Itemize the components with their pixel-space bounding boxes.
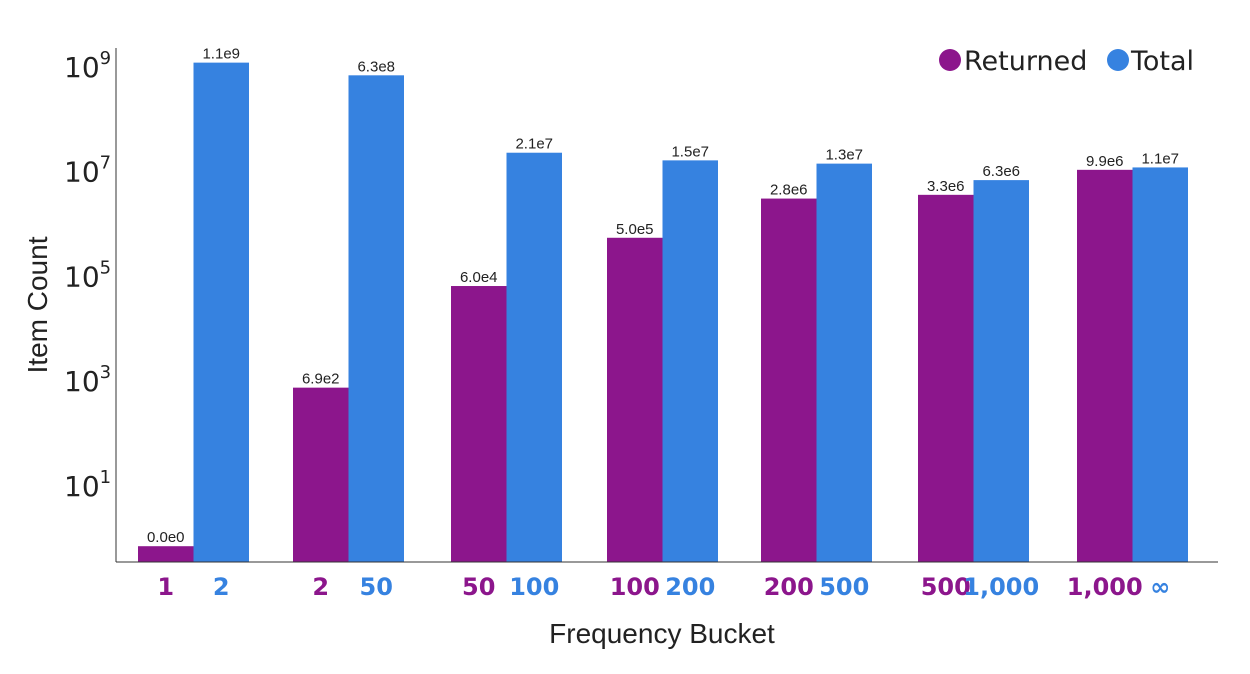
bucket-high-label-6: ∞: [1150, 573, 1170, 601]
bucket-high-label-4: 500: [819, 573, 869, 601]
y-tick-label-4: 109: [64, 48, 111, 84]
bar-total-1: [348, 75, 404, 563]
bar-label-returned-5: 3.3e6: [927, 178, 965, 195]
bar-returned-6: [1077, 169, 1133, 562]
bucket-low-label-0: 1: [157, 573, 174, 601]
bar-total-4: [816, 163, 872, 562]
y-tick-label-0: 101: [64, 467, 111, 503]
bar-labels: 0.0e0 1.1e9 6.9e2 6.3e8 6.0e4 2.1e7 5.0e5 1.5e7…: [147, 46, 1179, 547]
y-axis-title: Item Count: [22, 236, 53, 373]
bucket-low-label-3: 100: [610, 573, 660, 601]
bucket-low-label-1: 2: [312, 573, 329, 601]
legend-marker-total: [1107, 49, 1129, 71]
bucket-low-label-4: 200: [764, 573, 814, 601]
bucket-high-label-1: 50: [360, 573, 393, 601]
legend: Returned Total: [939, 46, 1194, 77]
x-axis-title: Frequency Bucket: [549, 618, 775, 649]
y-tick-label-1: 103: [64, 362, 111, 398]
bar-label-returned-2: 6.0e4: [460, 269, 498, 286]
bar-returned-3: [607, 237, 663, 562]
bar-total-5: [973, 180, 1029, 562]
bar-total-0: [193, 62, 249, 563]
bar-label-total-2: 2.1e7: [515, 136, 553, 153]
bucket-low-label-5: 500: [921, 573, 971, 601]
legend-label-total: Total: [1130, 46, 1194, 77]
bar-label-returned-1: 6.9e2: [302, 371, 340, 388]
bar-label-total-5: 6.3e6: [982, 163, 1020, 180]
legend-marker-returned: [939, 49, 961, 71]
bucket-high-label-0: 2: [213, 573, 230, 601]
y-tick-label-3: 107: [64, 153, 111, 189]
bar-label-returned-3: 5.0e5: [616, 221, 654, 238]
bar-returned-5: [918, 194, 974, 562]
bar-total-3: [662, 160, 718, 563]
legend-label-returned: Returned: [964, 46, 1087, 77]
y-axis-ticks: 101 103 105 107 109: [64, 48, 111, 503]
bar-label-total-4: 1.3e7: [825, 147, 863, 164]
bar-label-returned-6: 9.9e6: [1086, 153, 1124, 170]
y-tick-label-2: 105: [64, 257, 111, 293]
bucket-low-label-6: 1,000: [1067, 573, 1143, 601]
bar-label-returned-4: 2.8e6: [770, 182, 808, 199]
bucket-high-label-2: 100: [509, 573, 559, 601]
bar-returned-4: [761, 198, 817, 563]
bar-total-6: [1132, 167, 1188, 562]
bucket-high-label-3: 200: [665, 573, 715, 601]
bucket-low-label-2: 50: [462, 573, 495, 601]
bar-returned-1: [293, 387, 349, 562]
bar-label-total-0: 1.1e9: [202, 46, 240, 63]
bar-returned-2: [451, 286, 507, 562]
bar-label-total-6: 1.1e7: [1141, 150, 1179, 167]
bar-returned-0: [138, 546, 194, 562]
bar-label-returned-0: 0.0e0: [147, 529, 185, 546]
bar-total-2: [506, 152, 562, 563]
bucket-high-label-5: 1,000: [963, 573, 1039, 601]
bars: [138, 62, 1188, 563]
bar-label-total-3: 1.5e7: [671, 143, 709, 160]
bar-label-total-1: 6.3e8: [357, 58, 395, 75]
